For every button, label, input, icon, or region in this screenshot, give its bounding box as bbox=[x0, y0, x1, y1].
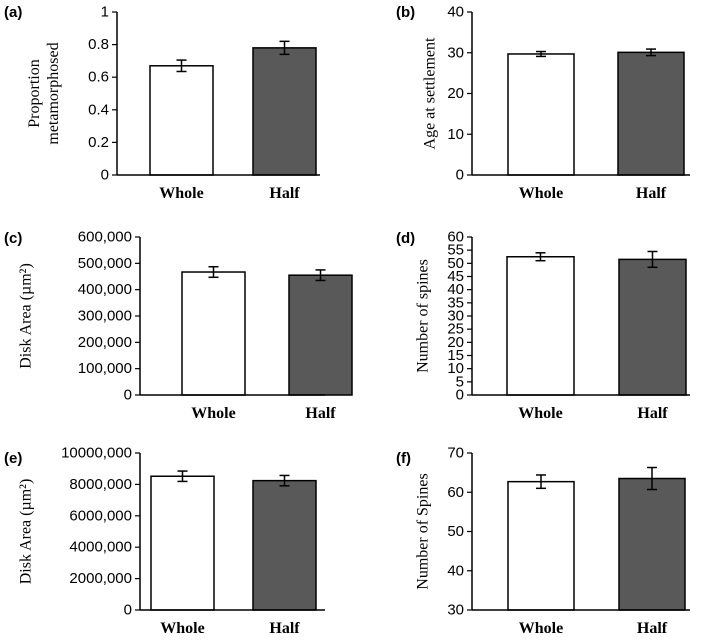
y-axis-title: Proportion bbox=[26, 59, 43, 127]
chart-panel: (b) Age at settlement Whole Half 0 10 20 30 40 bbox=[396, 4, 690, 202]
y-tick-label: 0 bbox=[124, 387, 132, 404]
y-tick-label: 10000,000 bbox=[61, 445, 132, 462]
y-tick-label: 60 bbox=[447, 484, 464, 501]
bar bbox=[507, 480, 575, 611]
category-label: Half bbox=[637, 620, 668, 637]
y-tick-label: 300,000 bbox=[78, 308, 132, 325]
chart-panel: (d)Number of spines Whole Half 051015202530… bbox=[396, 229, 690, 422]
category-label: Half bbox=[305, 405, 336, 422]
category-label: Half bbox=[269, 620, 300, 637]
y-tick-label: 20 bbox=[447, 334, 464, 351]
y-tick-label: 20 bbox=[447, 85, 464, 102]
category-label: Whole bbox=[519, 620, 563, 637]
y-tick-label: 40 bbox=[447, 562, 464, 579]
category-label: Whole bbox=[519, 185, 563, 202]
category-label: Whole bbox=[518, 405, 562, 422]
bar bbox=[150, 475, 215, 611]
panel-label: (f) bbox=[396, 450, 411, 467]
bar bbox=[252, 47, 317, 176]
panel-label: (c) bbox=[4, 230, 22, 247]
bar bbox=[618, 477, 686, 611]
y-tick-label: 0 bbox=[124, 602, 132, 619]
y-tick-label: 10 bbox=[447, 126, 464, 143]
bar bbox=[149, 65, 214, 176]
y-tick-label: 1 bbox=[101, 4, 109, 21]
y-tick-label: 45 bbox=[447, 268, 464, 285]
y-tick-label: 400,000 bbox=[78, 281, 132, 298]
panel-label: (e) bbox=[4, 450, 22, 467]
bar bbox=[506, 256, 575, 396]
y-tick-label: 50 bbox=[447, 255, 464, 272]
bar bbox=[507, 53, 575, 176]
y-tick-label: 30 bbox=[447, 602, 464, 619]
y-axis-title: metamorphosed bbox=[45, 42, 62, 144]
chart-panel: (a) Proportion metamorphosed Whole Half 0 0.2 0… bbox=[4, 4, 320, 202]
y-tick-label: 500,000 bbox=[78, 255, 132, 272]
y-tick-label: 5 bbox=[456, 373, 464, 390]
y-tick-label: 6000,000 bbox=[69, 507, 132, 524]
category-label: Whole bbox=[160, 620, 204, 637]
y-tick-label: 55 bbox=[447, 242, 464, 259]
category-label: Half bbox=[636, 185, 667, 202]
category-label: Whole bbox=[191, 405, 235, 422]
panel-label: (b) bbox=[396, 4, 415, 21]
y-tick-label: 0 bbox=[456, 387, 464, 404]
panel-label: (a) bbox=[4, 4, 22, 21]
category-label: Whole bbox=[159, 185, 203, 202]
y-tick-label: 25 bbox=[447, 321, 464, 338]
y-tick-label: 100,000 bbox=[78, 360, 132, 377]
y-tick-label: 40 bbox=[447, 281, 464, 298]
y-axis-title: Age at settlement bbox=[422, 37, 439, 150]
category-label: Half bbox=[269, 185, 300, 202]
y-axis-title: Disk Area (µm²) bbox=[18, 263, 35, 369]
y-tick-label: 0.4 bbox=[88, 101, 109, 118]
y-tick-label: 50 bbox=[447, 523, 464, 540]
y-tick-label: 40 bbox=[447, 4, 464, 21]
y-tick-label: 10 bbox=[447, 360, 464, 377]
chart-panel: (e) Disk Area (µm²) Whole Half 0 2000,000 4000… bbox=[4, 445, 325, 637]
y-tick-label: 0.6 bbox=[88, 69, 109, 86]
y-tick-label: 70 bbox=[447, 445, 464, 462]
y-tick-label: 30 bbox=[447, 308, 464, 325]
bar bbox=[181, 271, 246, 396]
bar bbox=[252, 479, 317, 611]
y-tick-label: 2000,000 bbox=[69, 570, 132, 587]
y-tick-label: 0 bbox=[456, 167, 464, 184]
category-label: Half bbox=[637, 405, 668, 422]
panel-label: (d) bbox=[396, 230, 415, 247]
chart-panel: (f) Number of Spines Whole Half 30 40 50 60 70 bbox=[396, 445, 690, 637]
y-tick-label: 200,000 bbox=[78, 334, 132, 351]
bar bbox=[617, 51, 685, 176]
y-tick-label: 600,000 bbox=[78, 229, 132, 246]
y-tick-label: 0.2 bbox=[88, 134, 109, 151]
y-tick-label: 15 bbox=[447, 347, 464, 364]
y-axis-title: Disk Area (µm²) bbox=[18, 479, 35, 585]
y-tick-label: 30 bbox=[447, 44, 464, 61]
bar bbox=[288, 274, 353, 396]
y-tick-label: 8000,000 bbox=[69, 476, 132, 493]
y-tick-label: 0.8 bbox=[88, 36, 109, 53]
chart-panel: (c) Disk Area (µm²) Whole Half 0 100,000 200,0… bbox=[4, 229, 353, 422]
y-axis-title: Number of spines bbox=[415, 259, 432, 373]
y-tick-label: 4000,000 bbox=[69, 539, 132, 556]
y-tick-label: 0 bbox=[101, 167, 109, 184]
bar bbox=[618, 258, 687, 396]
y-axis-title: Number of Spines bbox=[415, 473, 432, 589]
y-tick-label: 60 bbox=[447, 229, 464, 246]
y-tick-label: 35 bbox=[447, 294, 464, 311]
